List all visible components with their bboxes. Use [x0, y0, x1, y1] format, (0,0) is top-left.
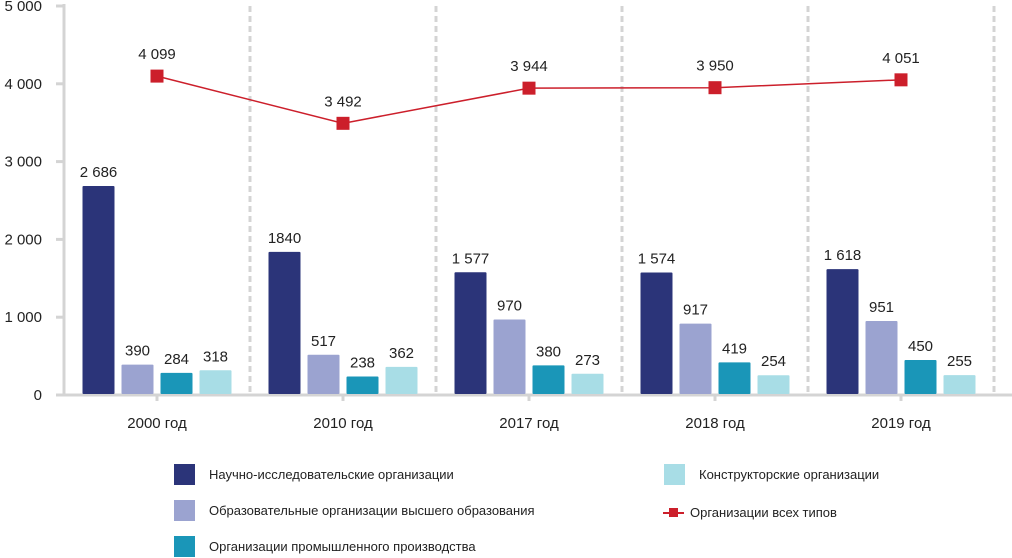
legend-label: Организации промышленного производства	[209, 539, 476, 554]
legend-swatch-higher-education	[174, 500, 195, 521]
y-tick-label: 4 000	[4, 76, 42, 93]
bar-data-label: 419	[722, 340, 747, 357]
legend-swatch-design	[664, 464, 685, 485]
bar	[718, 362, 751, 394]
bar-data-label: 254	[761, 353, 786, 370]
bar-data-label: 1 574	[638, 251, 676, 268]
legend-item-higher-education: Образовательные организации высшего обра…	[174, 500, 535, 521]
bar-data-label: 517	[311, 333, 336, 350]
line-data-label: 3 492	[324, 93, 362, 110]
x-tick-label: 2000 год	[127, 415, 187, 432]
line-marker	[150, 69, 164, 83]
bar	[454, 272, 487, 394]
bar	[160, 372, 193, 394]
y-tick-label: 0	[34, 387, 42, 404]
bar	[385, 366, 418, 394]
bar-data-label: 917	[683, 302, 708, 319]
bar-data-label: 1 577	[452, 250, 490, 267]
y-tick-label: 3 000	[4, 154, 42, 171]
bar	[865, 321, 898, 394]
bar	[346, 376, 379, 394]
x-tick-label: 2010 год	[313, 415, 373, 432]
y-tick-label: 5 000	[4, 0, 42, 15]
bar	[199, 370, 232, 394]
legend-label: Конструкторские организации	[699, 467, 880, 482]
legend-swatch-industrial	[174, 536, 195, 557]
bar-data-label: 2 686	[80, 164, 118, 181]
bar-data-label: 1840	[268, 230, 301, 247]
bar	[640, 272, 673, 394]
x-tick-label: 2019 год	[871, 415, 931, 432]
legend-label: Образовательные организации высшего обра…	[209, 503, 535, 518]
bar-data-label: 450	[908, 338, 933, 355]
bar-data-label: 380	[536, 343, 561, 360]
bar	[904, 359, 937, 394]
chart: 0 1 000 2 000 3 000 4 000 5 000 2000 год 2 686 3…	[4, 0, 1012, 432]
bar-data-label: 1 618	[824, 247, 862, 264]
legend-label: Научно-исследовательские организации	[209, 467, 454, 482]
line-marker	[522, 81, 536, 95]
y-tick-label: 1 000	[4, 309, 42, 326]
bar-data-label: 390	[125, 343, 150, 360]
bar	[307, 354, 340, 394]
line-data-label: 4 051	[882, 50, 920, 67]
bar-data-label: 255	[947, 353, 972, 370]
line-marker	[708, 81, 722, 95]
line-data-label: 3 950	[696, 58, 734, 75]
legend-label: Организации всех типов	[690, 505, 837, 520]
bar-data-label: 362	[389, 345, 414, 362]
bar	[826, 269, 859, 394]
legend-item-industrial: Организации промышленного производства	[174, 536, 476, 557]
bar-data-label: 951	[869, 299, 894, 316]
x-tick-label: 2018 год	[685, 415, 745, 432]
legend-item-design: Конструкторские организации	[664, 464, 879, 485]
line-marker	[894, 73, 908, 87]
bar-data-label: 238	[350, 354, 375, 371]
bar-data-label: 318	[203, 348, 228, 365]
bar	[679, 323, 712, 394]
bar-data-label: 284	[164, 351, 189, 368]
bar	[82, 186, 115, 394]
bar-data-label: 970	[497, 298, 522, 315]
legend-item-all-types: Организации всех типов	[663, 502, 837, 523]
y-tick-label: 2 000	[4, 231, 42, 248]
bar	[121, 364, 154, 394]
line-data-label: 3 944	[510, 58, 548, 75]
bar	[268, 251, 301, 394]
bar-data-label: 273	[575, 352, 600, 369]
line-data-label: 4 099	[138, 46, 176, 63]
legend-item-research: Научно-исследовательские организации	[174, 464, 454, 485]
bar	[943, 375, 976, 394]
legend-swatch-research	[174, 464, 195, 485]
bar	[493, 319, 526, 394]
x-tick-label: 2017 год	[499, 415, 559, 432]
legend-line-marker-icon	[663, 502, 684, 523]
bar	[757, 375, 790, 394]
bar	[532, 365, 565, 394]
line-marker	[336, 116, 350, 130]
bar	[571, 373, 604, 394]
